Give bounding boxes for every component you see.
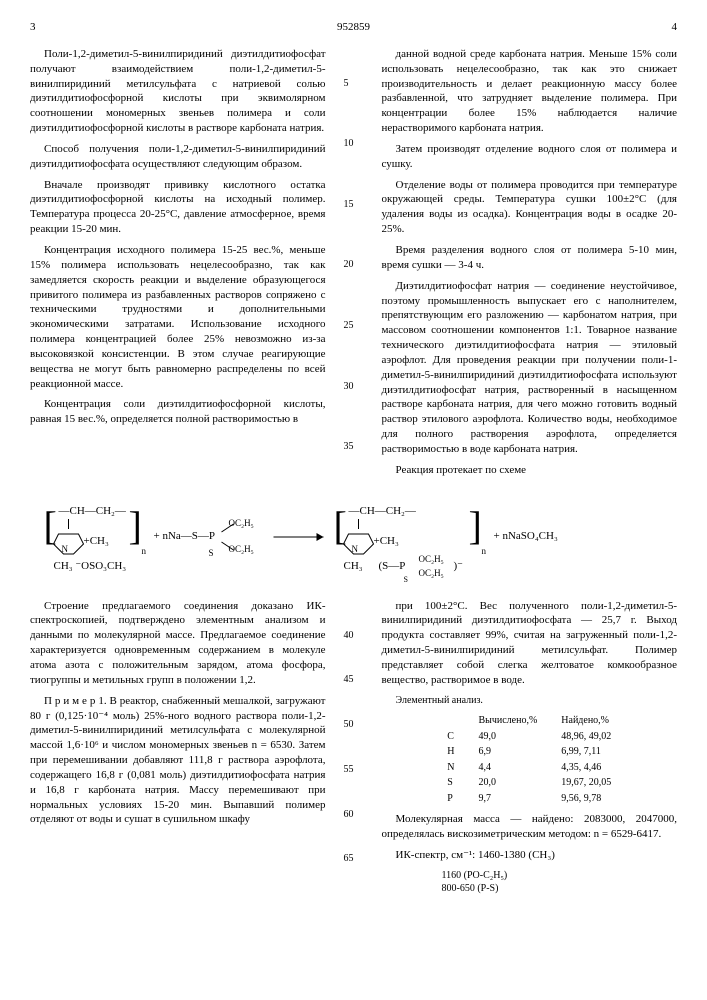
- marker: 10: [344, 137, 364, 151]
- upper-columns: Поли-1,2-диметил-5-винилпиридиний диэтил…: [30, 47, 677, 484]
- para: Концентрация исходного полимера 15-25 ве…: [30, 243, 326, 391]
- svg-text:CH₃: CH₃: [344, 560, 363, 572]
- svg-text:N: N: [352, 544, 359, 554]
- svg-text:)⁻: )⁻: [454, 560, 464, 572]
- marker: 25: [344, 319, 364, 333]
- svg-text:]: ]: [469, 503, 482, 548]
- ea-cell: 6,9: [466, 744, 549, 760]
- para: Строение предлагаемого соединения доказа…: [30, 599, 326, 688]
- page-header: 3 952859 4: [30, 20, 677, 35]
- ea-cell: 20,0: [466, 775, 549, 791]
- marker: 55: [344, 763, 364, 777]
- ea-cell: P: [435, 791, 466, 807]
- svg-text:n: n: [482, 546, 487, 556]
- ea-cell: 49,0: [466, 729, 549, 745]
- column-2: данной водной среде карбоната натрия. Ме…: [382, 47, 678, 484]
- ea-cell: 4,35, 4,46: [549, 760, 623, 776]
- line-markers-lower: 40 45 50 55 60 65: [344, 599, 364, 896]
- svg-text:+ nNa—S—P: + nNa—S—P: [154, 530, 216, 542]
- para: П р и м е р 1. В реактор, снабженный меш…: [30, 694, 326, 828]
- svg-text:OC₂H₅: OC₂H₅: [229, 518, 254, 528]
- ea-row: P9,79,56, 9,78: [435, 791, 623, 807]
- para: при 100±2°С. Вес полученного поли-1,2-ди…: [382, 599, 678, 688]
- svg-text:N: N: [62, 544, 69, 554]
- ea-cell: S: [435, 775, 466, 791]
- para: Отделение воды от полимера проводится пр…: [382, 178, 678, 237]
- marker: 60: [344, 808, 364, 822]
- ir-row: 1460-1380 (CH₃): [478, 849, 555, 861]
- para: Поли-1,2-диметил-5-винилпиридиний диэтил…: [30, 47, 326, 136]
- svg-text:OC₂H₅: OC₂H₅: [419, 554, 444, 564]
- ea-title: Элементный анализ.: [382, 694, 678, 708]
- column-3: Строение предлагаемого соединения доказа…: [30, 599, 326, 896]
- line-markers-upper: 5 10 15 20 25 30 35: [344, 47, 364, 484]
- svg-text:(S—P: (S—P: [379, 560, 406, 572]
- ea-row: S20,019,67, 20,05: [435, 775, 623, 791]
- svg-text:+CH₃: +CH₃: [374, 535, 399, 547]
- column-1: Поли-1,2-диметил-5-винилпиридиний диэтил…: [30, 47, 326, 484]
- ea-row: H6,96,99, 7,11: [435, 744, 623, 760]
- para: данной водной среде карбоната натрия. Ме…: [382, 47, 678, 136]
- ir-title-text: ИК-спектр, см⁻¹:: [396, 849, 476, 861]
- lower-columns: Строение предлагаемого соединения доказа…: [30, 599, 677, 896]
- ir-row: 800-650 (P-S): [442, 882, 678, 896]
- para: Вначале производят прививку кислотного о…: [30, 178, 326, 237]
- ir-title: ИК-спектр, см⁻¹: 1460-1380 (CH₃): [382, 848, 678, 863]
- ea-cell: 4,4: [466, 760, 549, 776]
- ea-head-found: Найдено,%: [549, 713, 623, 729]
- marker: 65: [344, 852, 364, 866]
- svg-text:S: S: [209, 548, 214, 558]
- ea-table: Вычислено,% Найдено,% C49,048,96, 49,02H…: [435, 713, 623, 806]
- svg-text:S: S: [404, 575, 408, 584]
- ea-row: C49,048,96, 49,02: [435, 729, 623, 745]
- molecular-mass: Молекулярная масса — найдено: 2083000, 2…: [382, 812, 678, 842]
- svg-text:OC₂H₅: OC₂H₅: [419, 568, 444, 578]
- svg-text:+CH₃: +CH₃: [84, 535, 109, 547]
- marker: 30: [344, 380, 364, 394]
- ir-list: 1160 (PO-C₂H₅) 800-650 (P-S): [382, 869, 678, 896]
- marker: 35: [344, 440, 364, 454]
- marker: 50: [344, 718, 364, 732]
- para: Способ получения поли-1,2-диметил-5-вини…: [30, 142, 326, 172]
- svg-text:n: n: [142, 546, 147, 556]
- page-right: 4: [672, 20, 678, 35]
- svg-text:—CH—CH₂—: —CH—CH₂—: [348, 505, 417, 517]
- ea-cell: H: [435, 744, 466, 760]
- para: Концентрация соли диэтилдитиофосфорной к…: [30, 397, 326, 427]
- patent-number: 952859: [36, 20, 672, 35]
- marker: 45: [344, 673, 364, 687]
- marker: 20: [344, 258, 364, 272]
- ea-row: N4,44,35, 4,46: [435, 760, 623, 776]
- svg-text:]: ]: [129, 503, 142, 548]
- ea-cell: 19,67, 20,05: [549, 775, 623, 791]
- elemental-analysis: Элементный анализ. Вычислено,% Найдено,%…: [382, 694, 678, 807]
- ea-head-calc: Вычислено,%: [466, 713, 549, 729]
- ea-cell: 48,96, 49,02: [549, 729, 623, 745]
- para: Время разделения водного слоя от полимер…: [382, 243, 678, 273]
- ea-cell: N: [435, 760, 466, 776]
- svg-text:CH₃ ⁻OSO₃CH₃: CH₃ ⁻OSO₃CH₃: [54, 560, 127, 572]
- svg-text:—CH—CH₂—: —CH—CH₂—: [58, 505, 127, 517]
- para: Реакция протекает по схеме: [382, 463, 678, 478]
- ea-cell: C: [435, 729, 466, 745]
- column-4: при 100±2°С. Вес полученного поли-1,2-ди…: [382, 599, 678, 896]
- marker: 5: [344, 77, 364, 91]
- ea-cell: 9,7: [466, 791, 549, 807]
- svg-text:+ nNaSO₄CH₃: + nNaSO₄CH₃: [494, 530, 558, 542]
- marker: 15: [344, 198, 364, 212]
- ir-row: 1160 (PO-C₂H₅): [442, 869, 678, 883]
- ea-cell: 6,99, 7,11: [549, 744, 623, 760]
- para: Затем производят отделение водного слоя …: [382, 142, 678, 172]
- para: Диэтилдитиофосфат натрия — соединение не…: [382, 279, 678, 457]
- chem-svg: [ —CH—CH₂— +CH₃ N CH₃ ⁻OSO₃CH₃ ] n + nNa…: [30, 494, 677, 584]
- ea-cell: 9,56, 9,78: [549, 791, 623, 807]
- marker: 40: [344, 629, 364, 643]
- reaction-scheme: [ —CH—CH₂— +CH₃ N CH₃ ⁻OSO₃CH₃ ] n + nNa…: [30, 494, 677, 589]
